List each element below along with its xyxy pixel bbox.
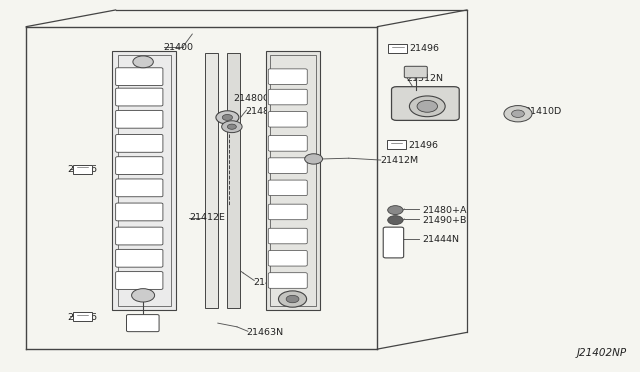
Bar bbox=[205, 52, 218, 308]
Text: 21412E: 21412E bbox=[189, 213, 225, 222]
FancyBboxPatch shape bbox=[268, 136, 307, 151]
Circle shape bbox=[227, 124, 236, 129]
Text: 21480G: 21480G bbox=[234, 94, 271, 103]
Text: 21480: 21480 bbox=[245, 108, 275, 116]
FancyBboxPatch shape bbox=[383, 227, 404, 258]
FancyBboxPatch shape bbox=[116, 110, 163, 128]
Circle shape bbox=[222, 115, 232, 121]
FancyBboxPatch shape bbox=[116, 179, 163, 197]
Text: 21480+A: 21480+A bbox=[422, 206, 467, 215]
FancyBboxPatch shape bbox=[392, 87, 460, 121]
FancyBboxPatch shape bbox=[116, 135, 163, 152]
Text: 21490+B: 21490+B bbox=[422, 216, 467, 225]
FancyBboxPatch shape bbox=[268, 69, 307, 84]
Text: 21412E: 21412E bbox=[253, 278, 289, 287]
FancyBboxPatch shape bbox=[404, 66, 428, 78]
Bar bbox=[227, 52, 240, 308]
Circle shape bbox=[504, 106, 532, 122]
FancyBboxPatch shape bbox=[268, 273, 307, 288]
Text: 21444N: 21444N bbox=[422, 235, 459, 244]
Circle shape bbox=[133, 56, 154, 68]
Circle shape bbox=[305, 154, 323, 164]
Circle shape bbox=[216, 111, 239, 124]
FancyBboxPatch shape bbox=[127, 315, 159, 332]
FancyBboxPatch shape bbox=[268, 112, 307, 127]
FancyBboxPatch shape bbox=[268, 180, 307, 196]
FancyBboxPatch shape bbox=[268, 250, 307, 266]
Text: 21463N: 21463N bbox=[246, 328, 284, 337]
Text: 21512N: 21512N bbox=[406, 74, 444, 83]
Text: 21412M: 21412M bbox=[381, 155, 419, 164]
FancyBboxPatch shape bbox=[387, 140, 406, 149]
FancyBboxPatch shape bbox=[268, 158, 307, 173]
FancyBboxPatch shape bbox=[73, 165, 92, 174]
Text: 21496: 21496 bbox=[408, 141, 438, 150]
FancyBboxPatch shape bbox=[116, 249, 163, 267]
Bar bbox=[269, 55, 316, 306]
Text: 21410D: 21410D bbox=[524, 108, 562, 116]
Circle shape bbox=[286, 295, 299, 303]
Circle shape bbox=[410, 96, 445, 117]
FancyBboxPatch shape bbox=[268, 89, 307, 105]
Text: 21496: 21496 bbox=[410, 44, 440, 53]
FancyBboxPatch shape bbox=[73, 312, 92, 321]
Text: J21402NP: J21402NP bbox=[577, 348, 627, 358]
FancyBboxPatch shape bbox=[116, 272, 163, 289]
Circle shape bbox=[278, 291, 307, 307]
Bar bbox=[113, 51, 176, 310]
Circle shape bbox=[132, 289, 155, 302]
Circle shape bbox=[221, 121, 242, 133]
Text: 21496: 21496 bbox=[68, 165, 98, 174]
Bar bbox=[266, 51, 320, 310]
FancyBboxPatch shape bbox=[268, 228, 307, 244]
Text: 21400: 21400 bbox=[164, 42, 193, 51]
FancyBboxPatch shape bbox=[116, 68, 163, 86]
FancyBboxPatch shape bbox=[116, 203, 163, 221]
FancyBboxPatch shape bbox=[116, 88, 163, 106]
FancyBboxPatch shape bbox=[388, 44, 408, 53]
Circle shape bbox=[511, 110, 524, 118]
Bar bbox=[118, 55, 172, 306]
Circle shape bbox=[417, 100, 438, 112]
Circle shape bbox=[388, 206, 403, 215]
FancyBboxPatch shape bbox=[116, 227, 163, 245]
FancyBboxPatch shape bbox=[268, 204, 307, 220]
Circle shape bbox=[388, 216, 403, 225]
FancyBboxPatch shape bbox=[116, 157, 163, 174]
Text: 21496: 21496 bbox=[68, 313, 98, 322]
